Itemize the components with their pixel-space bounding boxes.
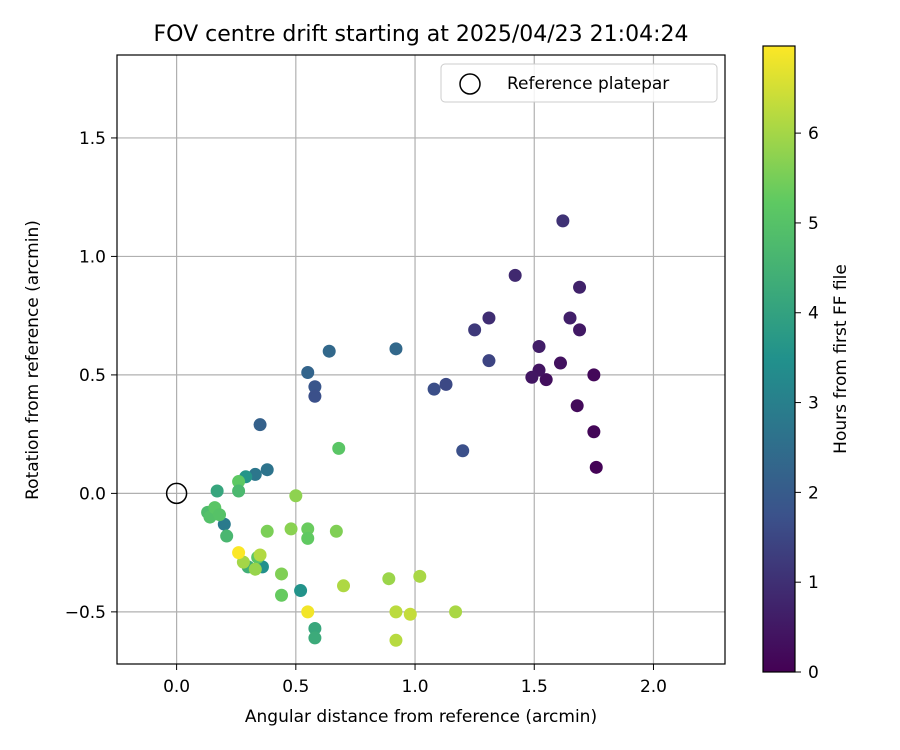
data-point bbox=[232, 475, 246, 489]
colorbar bbox=[762, 45, 796, 673]
data-point bbox=[573, 323, 587, 337]
data-point bbox=[260, 463, 274, 477]
data-point bbox=[556, 214, 570, 228]
data-point bbox=[275, 567, 289, 581]
y-tick-label: 1.0 bbox=[79, 247, 106, 267]
x-tick-label: 1.5 bbox=[521, 677, 548, 697]
colorbar-label: Hours from first FF file bbox=[831, 264, 851, 454]
chart-title: FOV centre drift starting at 2025/04/23 … bbox=[154, 22, 689, 47]
data-point bbox=[301, 605, 315, 619]
data-point bbox=[539, 373, 553, 387]
data-point bbox=[468, 323, 482, 337]
data-point bbox=[332, 441, 346, 455]
reference-marker-layer bbox=[165, 482, 188, 505]
data-point bbox=[587, 368, 601, 382]
data-point bbox=[563, 311, 577, 325]
data-point bbox=[389, 605, 403, 619]
data-point bbox=[449, 605, 463, 619]
colorbar-tick-label: 3 bbox=[808, 394, 819, 414]
colorbar-tick-label: 4 bbox=[808, 304, 819, 324]
x-tick-label: 0.0 bbox=[163, 677, 190, 697]
data-point bbox=[253, 418, 267, 432]
data-point bbox=[389, 633, 403, 647]
data-point bbox=[294, 584, 308, 598]
data-point bbox=[253, 548, 267, 562]
y-tick-label: −0.5 bbox=[65, 603, 106, 623]
data-point bbox=[329, 524, 343, 538]
colorbar-tick-label: 2 bbox=[808, 483, 819, 503]
data-point bbox=[482, 354, 496, 368]
x-tick-label: 2.0 bbox=[640, 677, 667, 697]
data-point bbox=[573, 280, 587, 294]
data-point bbox=[308, 389, 322, 403]
x-axis-label: Angular distance from reference (arcmin) bbox=[245, 707, 597, 727]
x-tick-label: 0.5 bbox=[282, 677, 309, 697]
colorbar-tick-label: 5 bbox=[808, 214, 819, 234]
data-point bbox=[525, 370, 539, 384]
reference-platepar-marker bbox=[165, 482, 188, 505]
data-point bbox=[337, 579, 351, 593]
colorbar-tick-label: 1 bbox=[808, 573, 819, 593]
data-point bbox=[553, 356, 567, 370]
data-point bbox=[301, 522, 315, 536]
data-point bbox=[275, 588, 289, 602]
data-point bbox=[570, 399, 584, 413]
data-point bbox=[532, 339, 546, 353]
y-tick-label: 0.0 bbox=[79, 484, 106, 504]
y-tick-label: 0.5 bbox=[79, 366, 106, 386]
plot-frame bbox=[116, 54, 726, 665]
data-point bbox=[232, 546, 246, 560]
data-point bbox=[322, 344, 336, 358]
data-point bbox=[587, 425, 601, 439]
colorbar-ticks: 0 1 2 3 4 5 6 bbox=[795, 124, 819, 683]
data-point bbox=[232, 484, 246, 498]
data-point bbox=[210, 484, 224, 498]
x-tick-label: 1.0 bbox=[402, 677, 429, 697]
data-point bbox=[403, 607, 417, 621]
y-axis-label: Rotation from reference (arcmin) bbox=[23, 220, 43, 500]
data-point bbox=[389, 342, 403, 356]
data-point bbox=[308, 380, 322, 394]
data-point bbox=[248, 562, 262, 576]
data-point bbox=[482, 311, 496, 325]
data-point bbox=[260, 524, 274, 538]
data-point bbox=[508, 268, 522, 282]
legend: Reference platepar bbox=[440, 63, 718, 103]
data-point bbox=[289, 489, 303, 503]
data-point bbox=[308, 631, 322, 645]
data-point bbox=[308, 621, 322, 635]
data-point bbox=[456, 444, 470, 458]
data-point bbox=[284, 522, 298, 536]
data-points bbox=[201, 214, 603, 647]
x-axis-ticks: 0.0 0.5 1.0 1.5 2.0 bbox=[163, 664, 667, 697]
data-point bbox=[589, 460, 603, 474]
data-point bbox=[427, 382, 441, 396]
y-tick-label: 1.5 bbox=[79, 129, 106, 149]
legend-entry-reference: Reference platepar bbox=[507, 74, 669, 94]
data-point bbox=[301, 366, 315, 380]
data-point bbox=[213, 508, 227, 522]
data-point bbox=[301, 531, 315, 545]
data-point bbox=[439, 377, 453, 391]
colorbar-tick-label: 6 bbox=[808, 124, 819, 144]
y-axis-ticks: −0.5 0.0 0.5 1.0 1.5 bbox=[65, 129, 117, 623]
data-point bbox=[413, 569, 427, 583]
legend-box bbox=[440, 63, 718, 103]
legend-reference-marker bbox=[459, 73, 481, 95]
colorbar-tick-label: 0 bbox=[808, 663, 819, 683]
data-point bbox=[220, 529, 234, 543]
data-point bbox=[382, 572, 396, 586]
